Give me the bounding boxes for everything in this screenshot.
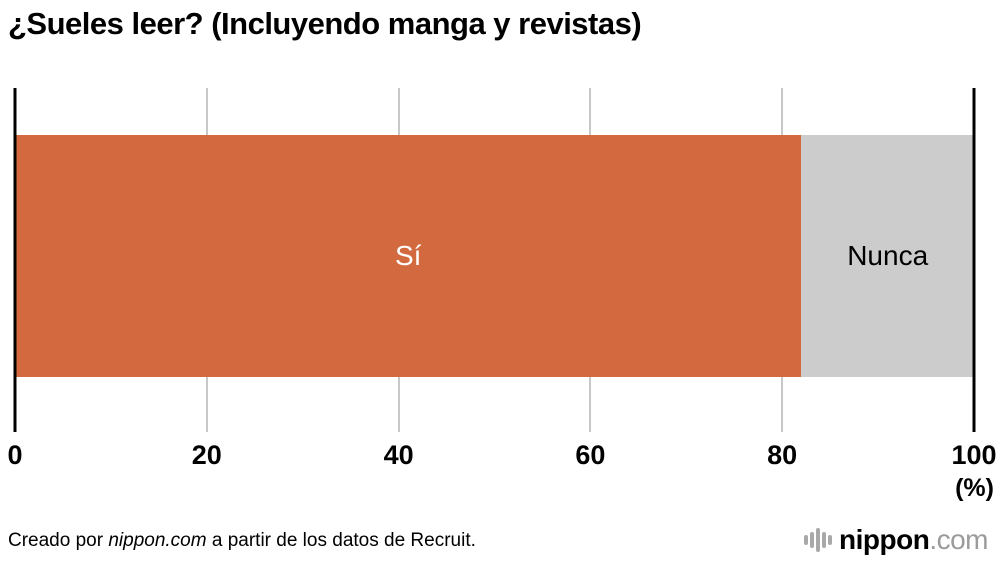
credit-source: nippon.com xyxy=(108,530,207,551)
nippon-logo-suffix: .com xyxy=(929,524,988,555)
nippon-logo: nippon.com xyxy=(804,524,988,556)
x-axis-ticks: (%) 0 20 40 60 80 100 xyxy=(7,432,996,502)
credit-suffix: a partir de los datos de Recruit. xyxy=(206,530,476,551)
x-tick-label-20: 20 xyxy=(191,440,222,470)
bar-segment-sí: Sí xyxy=(15,135,802,377)
bar-segment-nunca: Nunca xyxy=(801,135,974,377)
x-tick-label-100: 100 xyxy=(951,440,997,470)
x-axis-unit-label: (%) xyxy=(955,474,994,502)
footer-credit: Creado por nippon.com a partir de los da… xyxy=(8,530,476,552)
bar-row: Sí Nunca xyxy=(15,135,974,377)
x-tick-label-40: 40 xyxy=(383,440,414,470)
nippon-bars-icon xyxy=(804,524,833,556)
nippon-logo-name: nippon xyxy=(839,524,930,555)
chart-title: ¿Sueles leer? (Incluyendo manga y revist… xyxy=(8,6,642,41)
x-tick-label-80: 80 xyxy=(767,440,798,470)
x-tick-label-0: 0 xyxy=(7,440,23,470)
nippon-logo-text: nippon.com xyxy=(839,524,988,556)
plot-area: Sí Nunca (%) 0 20 40 60 80 100 xyxy=(7,88,997,502)
axis-line xyxy=(972,88,976,432)
x-tick-label-60: 60 xyxy=(575,440,606,470)
credit-prefix: Creado por xyxy=(8,530,109,551)
axis-line xyxy=(13,88,17,432)
